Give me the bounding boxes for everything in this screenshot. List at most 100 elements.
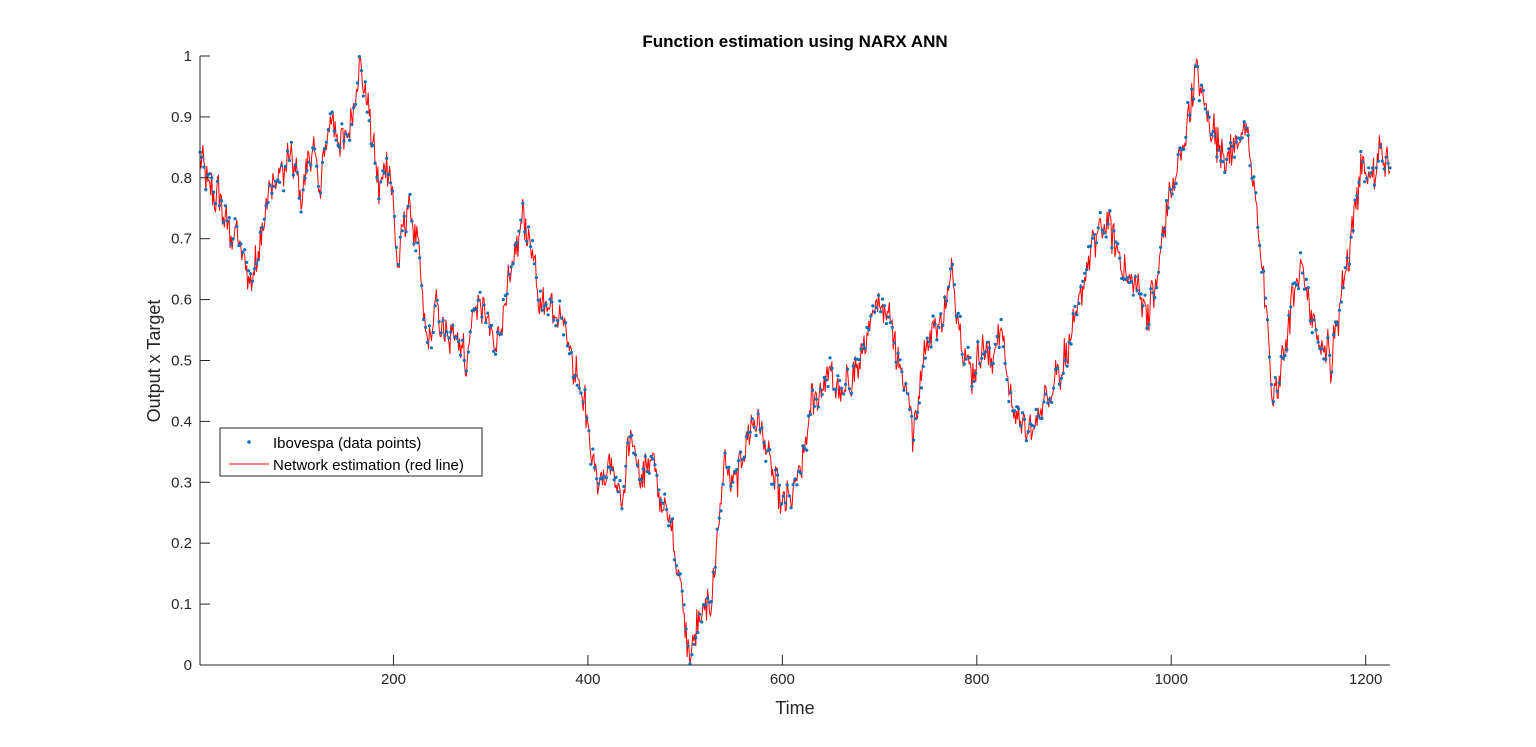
data-point (810, 388, 815, 392)
data-point (698, 612, 702, 616)
data-point (956, 311, 960, 315)
data-point (1133, 275, 1137, 279)
data-point (375, 175, 379, 180)
data-point (877, 293, 881, 297)
x-tick-label: 800 (964, 671, 989, 688)
data-point (626, 441, 630, 445)
data-point (280, 164, 284, 168)
data-point (910, 414, 914, 418)
data-point (760, 426, 764, 430)
data-point (612, 478, 616, 482)
data-point (779, 502, 784, 506)
data-point (711, 570, 715, 574)
y-tick-label: 0.6 (171, 292, 192, 309)
data-point (824, 378, 828, 382)
data-point (260, 225, 264, 230)
data-point (875, 306, 879, 310)
data-point (968, 356, 972, 360)
data-point (542, 304, 546, 309)
data-point (1351, 229, 1355, 233)
data-point (923, 356, 927, 360)
data-point (704, 603, 708, 607)
data-point (534, 275, 539, 280)
data-point (791, 482, 795, 487)
data-point (509, 265, 513, 269)
data-point (873, 310, 877, 314)
data-point (670, 517, 675, 521)
data-point (515, 240, 519, 244)
data-point (682, 603, 686, 607)
data-point (1050, 400, 1054, 405)
data-point (694, 636, 698, 640)
data-point (1308, 319, 1312, 323)
data-point (219, 199, 223, 203)
data-point (844, 382, 848, 386)
data-point (1246, 133, 1250, 137)
data-point (565, 344, 570, 348)
data-point (635, 463, 640, 467)
data-point (958, 314, 962, 318)
data-point (320, 160, 325, 165)
data-point (282, 189, 286, 193)
data-point (1094, 241, 1098, 245)
data-point (1186, 100, 1190, 105)
data-point (978, 362, 982, 366)
data-point (1168, 187, 1172, 192)
data-point (223, 204, 227, 208)
data-point (227, 216, 231, 220)
data-point (556, 319, 560, 323)
data-point (933, 322, 937, 326)
data-point (1283, 353, 1287, 358)
data-point (1256, 225, 1260, 229)
data-point (925, 336, 929, 340)
data-point (1159, 245, 1163, 249)
data-point (577, 386, 581, 390)
data-point (1024, 439, 1028, 443)
data-point (861, 343, 865, 347)
data-point (1085, 267, 1089, 272)
data-point (1310, 331, 1314, 335)
data-point (254, 261, 258, 266)
data-point (919, 386, 924, 390)
data-point (690, 653, 694, 657)
data-point (523, 230, 527, 234)
data-point (1334, 320, 1338, 324)
data-point (1052, 386, 1056, 390)
x-tick-label: 1200 (1349, 671, 1382, 688)
data-point (332, 129, 336, 133)
data-point (1135, 288, 1139, 292)
data-point (546, 313, 550, 317)
legend-marker-points (247, 440, 251, 444)
data-point (1287, 313, 1291, 317)
data-point (270, 191, 274, 195)
data-point (871, 304, 875, 308)
data-point (921, 364, 925, 369)
data-point (396, 263, 400, 267)
data-point (348, 138, 352, 142)
data-point (1092, 233, 1096, 237)
y-tick-label: 0.5 (171, 353, 192, 370)
data-point (482, 303, 486, 307)
data-point (501, 297, 505, 302)
data-point (785, 483, 789, 487)
data-point (1361, 160, 1365, 164)
data-point (266, 200, 270, 205)
x-tick-label: 600 (770, 671, 795, 688)
data-point (842, 392, 846, 396)
data-point (400, 229, 404, 233)
data-point (1299, 251, 1303, 255)
data-point (882, 304, 887, 308)
data-point (371, 144, 375, 148)
data-point (581, 400, 585, 404)
data-point (1199, 83, 1203, 87)
data-point (964, 357, 968, 361)
data-point (441, 318, 445, 323)
data-point (692, 642, 696, 646)
data-point (231, 237, 235, 241)
data-point (616, 490, 620, 494)
data-point (554, 324, 558, 328)
data-point (1129, 280, 1133, 284)
data-point (680, 589, 684, 593)
data-point (1221, 160, 1225, 164)
data-point (742, 455, 747, 459)
